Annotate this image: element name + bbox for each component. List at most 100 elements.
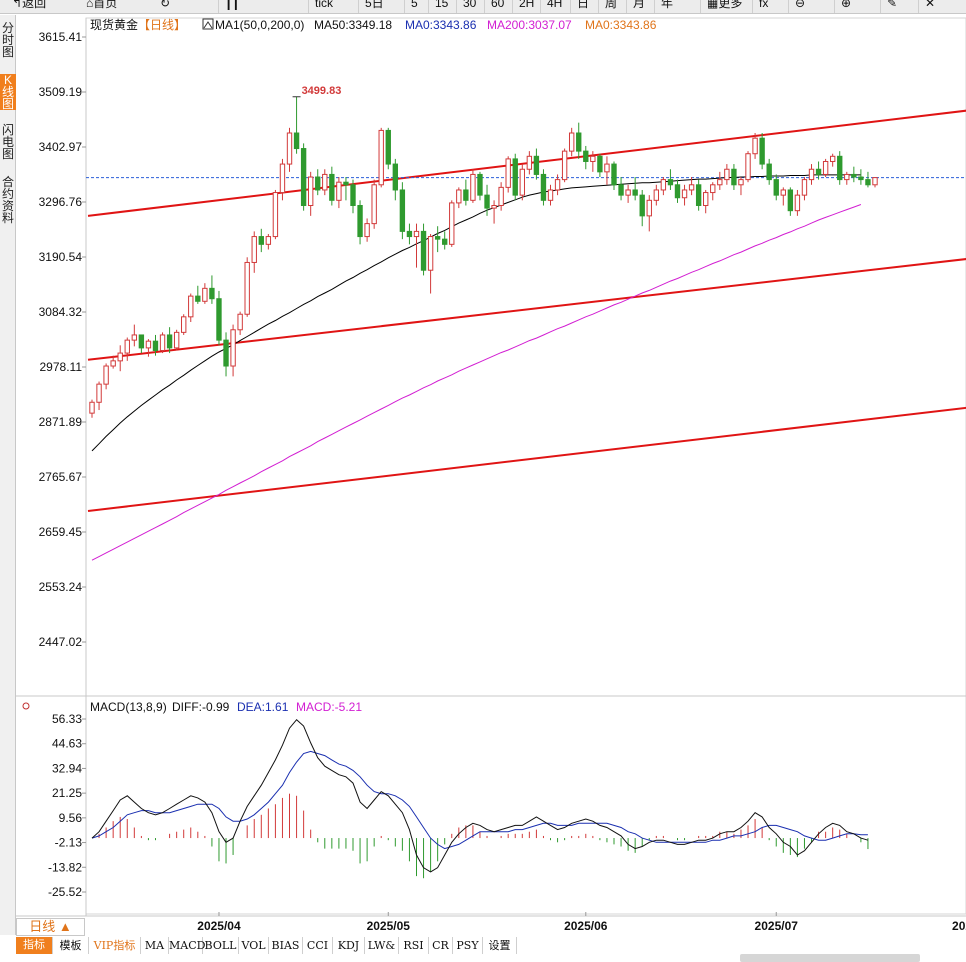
- toolbar-item-11[interactable]: 4H: [540, 0, 564, 13]
- indicator-tab-12[interactable]: CR: [429, 937, 453, 954]
- side-tab-0[interactable]: 分时图: [0, 22, 16, 58]
- candle[interactable]: [188, 293, 194, 323]
- candle[interactable]: [434, 226, 441, 253]
- toolbar-item-0[interactable]: ↰返回: [12, 0, 52, 13]
- candle[interactable]: [152, 334, 159, 356]
- toolbar-item-13[interactable]: 周: [598, 0, 622, 13]
- period-button[interactable]: 日线 ▲: [16, 918, 85, 936]
- candle[interactable]: [639, 189, 645, 227]
- candle[interactable]: [131, 324, 138, 347]
- candle[interactable]: [590, 151, 596, 172]
- candle[interactable]: [752, 133, 758, 159]
- toolbar-item-20[interactable]: ✎: [880, 0, 910, 13]
- indicator-tab-7[interactable]: BIAS: [269, 937, 303, 954]
- candle[interactable]: [611, 161, 617, 190]
- indicator-tab-6[interactable]: VOL: [239, 937, 269, 954]
- candle[interactable]: [166, 327, 173, 354]
- candle[interactable]: [717, 171, 723, 190]
- toolbar-item-7[interactable]: 15: [428, 0, 452, 13]
- candle[interactable]: [815, 161, 822, 180]
- candle[interactable]: [181, 314, 187, 335]
- side-tab-3[interactable]: 合约资料: [0, 176, 16, 224]
- candle[interactable]: [336, 177, 342, 209]
- candle[interactable]: [865, 171, 871, 188]
- candle[interactable]: [89, 399, 95, 418]
- toolbar-item-14[interactable]: 月: [626, 0, 650, 13]
- candle[interactable]: [547, 184, 554, 206]
- candle[interactable]: [583, 145, 589, 170]
- toolbar-item-5[interactable]: 5日: [358, 0, 388, 13]
- candle[interactable]: [343, 177, 349, 201]
- candle[interactable]: [801, 177, 808, 201]
- candle[interactable]: [286, 127, 293, 172]
- candle[interactable]: [653, 184, 660, 206]
- candle[interactable]: [780, 187, 786, 206]
- toolbar-item-17[interactable]: fx: [752, 0, 782, 13]
- candle[interactable]: [329, 166, 335, 206]
- candle[interactable]: [223, 332, 229, 377]
- candle[interactable]: [371, 179, 377, 229]
- toolbar-item-16[interactable]: ▦更多: [700, 0, 742, 13]
- candle[interactable]: [258, 228, 264, 253]
- toolbar-item-3[interactable]: ┃┃: [218, 0, 248, 13]
- toolbar-item-10[interactable]: 2H: [512, 0, 536, 13]
- candle[interactable]: [293, 96, 300, 154]
- candle[interactable]: [822, 158, 829, 178]
- candle[interactable]: [568, 127, 575, 157]
- candle[interactable]: [540, 169, 547, 206]
- candle[interactable]: [265, 233, 272, 250]
- candle[interactable]: [688, 177, 695, 196]
- candle[interactable]: [491, 200, 497, 224]
- side-tab-1[interactable]: K线图: [0, 74, 16, 110]
- candle[interactable]: [618, 177, 624, 201]
- candle[interactable]: [646, 195, 652, 232]
- candle[interactable]: [237, 311, 243, 335]
- candle[interactable]: [357, 200, 363, 245]
- candle[interactable]: [851, 166, 857, 183]
- toolbar-item-18[interactable]: ⊖: [788, 0, 818, 13]
- candle[interactable]: [844, 171, 850, 185]
- candle[interactable]: [632, 177, 638, 201]
- indicator-tab-9[interactable]: KDJ: [333, 937, 365, 954]
- candle[interactable]: [307, 171, 314, 216]
- side-tab-2[interactable]: 闪电图: [0, 124, 16, 160]
- candle[interactable]: [300, 143, 307, 211]
- candle[interactable]: [364, 218, 370, 242]
- candle[interactable]: [470, 169, 476, 203]
- indicator-tab-10[interactable]: LW&: [365, 937, 399, 954]
- candle[interactable]: [406, 223, 413, 245]
- candle[interactable]: [195, 285, 201, 304]
- toolbar-item-9[interactable]: 60: [484, 0, 508, 13]
- toolbar-item-15[interactable]: 年: [654, 0, 678, 13]
- candle[interactable]: [759, 133, 765, 170]
- candle[interactable]: [498, 182, 504, 211]
- candle[interactable]: [315, 169, 321, 196]
- candle[interactable]: [463, 179, 469, 206]
- candle[interactable]: [533, 148, 540, 180]
- candle[interactable]: [216, 290, 222, 346]
- candle[interactable]: [576, 122, 582, 159]
- candle[interactable]: [244, 257, 250, 317]
- toolbar-item-12[interactable]: 日: [570, 0, 594, 13]
- indicator-tab-8[interactable]: CCI: [303, 937, 333, 954]
- candle[interactable]: [145, 339, 152, 357]
- candle[interactable]: [427, 233, 434, 294]
- candle[interactable]: [526, 151, 533, 175]
- toolbar-item-1[interactable]: ⌂首页: [86, 0, 126, 13]
- candle[interactable]: [872, 177, 878, 188]
- candle[interactable]: [745, 151, 751, 183]
- candle[interactable]: [230, 324, 236, 377]
- candle[interactable]: [173, 329, 180, 351]
- candle[interactable]: [350, 179, 356, 214]
- candle[interactable]: [251, 231, 257, 273]
- candle[interactable]: [110, 355, 116, 369]
- candle[interactable]: [484, 184, 490, 216]
- candle[interactable]: [124, 337, 130, 361]
- candle[interactable]: [724, 164, 730, 185]
- candle[interactable]: [829, 153, 836, 167]
- candle[interactable]: [597, 153, 603, 178]
- candle[interactable]: [794, 189, 801, 216]
- candle[interactable]: [209, 275, 215, 304]
- candle[interactable]: [477, 171, 483, 201]
